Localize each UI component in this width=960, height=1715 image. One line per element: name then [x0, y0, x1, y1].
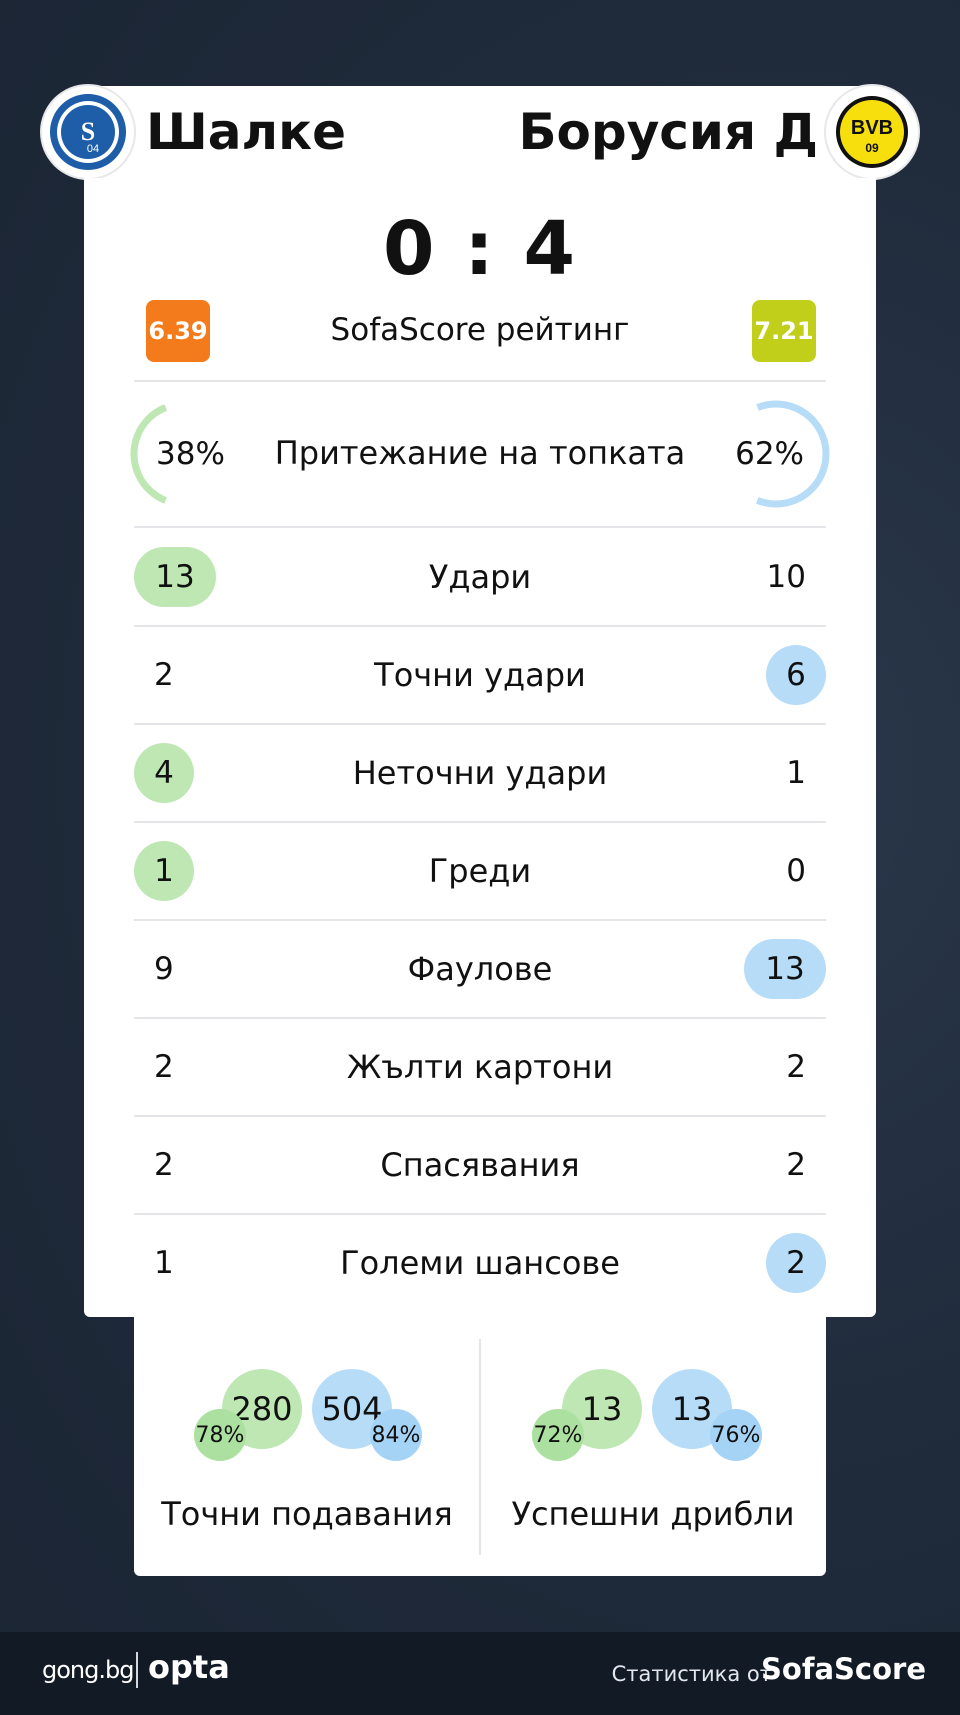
stat-label: Спасявания	[380, 1146, 580, 1184]
stat-row: 2 Точни удари 6	[134, 626, 826, 724]
schalke-logo-icon: S 04	[50, 94, 126, 170]
divider	[134, 919, 826, 921]
divider	[134, 526, 826, 528]
away-passes-value: 504	[312, 1369, 392, 1449]
possession-label: Притежание на топката	[274, 434, 686, 472]
possession-row: 38% Притежание на топката 62%	[130, 398, 830, 528]
stat-home-value: 1	[134, 841, 194, 901]
divider	[134, 1213, 826, 1215]
home-possession-ring	[130, 400, 238, 508]
opta-logo: opta	[148, 1648, 230, 1686]
stat-home-value: 2	[154, 1147, 174, 1183]
team-header-bar	[44, 86, 916, 178]
stats-card: 0 : 4 6.39 SofaScore рейтинг 7.21 38% Пр…	[84, 178, 876, 1317]
stat-row: 2 Жълти картони 2	[134, 1018, 826, 1116]
stat-home-value: 2	[154, 657, 174, 693]
stat-home-value: 1	[154, 1245, 174, 1281]
stat-row: 4 Неточни удари 1	[134, 724, 826, 822]
rating-row: 6.39 SofaScore рейтинг 7.21	[134, 300, 826, 366]
stat-label: Греди	[428, 852, 532, 890]
stat-away-value: 10	[766, 559, 806, 595]
stat-away-value: 13	[744, 939, 826, 999]
svg-text:BVB: BVB	[851, 117, 893, 139]
stat-row: 1 Големи шансове 2	[134, 1214, 826, 1312]
stat-row: 13 Удари 10	[134, 528, 826, 626]
provider-label: Статистика от	[611, 1662, 772, 1686]
away-team-crest: BVB 09	[826, 86, 918, 178]
bvb-logo-icon: BVB 09	[836, 96, 908, 168]
away-team-name: Борусия Д	[518, 103, 818, 161]
away-rating-badge: 7.21	[752, 300, 816, 362]
stat-row: 9 Фаулове 13	[134, 920, 826, 1018]
stat-away-value: 6	[766, 645, 826, 705]
home-possession-value: 38%	[156, 436, 225, 472]
gong-logo: gong.bg	[42, 1656, 134, 1684]
passes-label: Точни подавания	[161, 1495, 453, 1533]
home-team-name: Шалке	[146, 103, 346, 161]
home-rating-badge: 6.39	[146, 300, 210, 362]
footer-separator	[136, 1652, 138, 1688]
stat-label: Точни удари	[374, 656, 586, 694]
home-team-crest: S 04	[42, 86, 134, 178]
passes-dribbles-card: 280 78% 504 84% Точни подавания 13 72% 1…	[134, 1317, 826, 1576]
stat-home-value: 9	[154, 951, 174, 987]
stat-away-value: 2	[786, 1049, 806, 1085]
sofascore-logo: SofaScore	[761, 1652, 926, 1686]
away-possession-ring	[722, 400, 830, 508]
divider	[134, 625, 826, 627]
match-score: 0 : 4	[382, 206, 578, 292]
divider	[134, 1115, 826, 1117]
svg-text:S: S	[81, 117, 95, 146]
stat-home-value: 13	[134, 547, 216, 607]
stat-away-value: 2	[786, 1147, 806, 1183]
stat-label: Неточни удари	[352, 754, 608, 792]
divider	[134, 1017, 826, 1019]
svg-text:09: 09	[865, 141, 879, 155]
stat-label: Големи шансове	[340, 1244, 620, 1282]
stat-home-value: 2	[154, 1049, 174, 1085]
home-passes-percent: 78%	[194, 1409, 246, 1461]
stat-away-value: 2	[766, 1233, 826, 1293]
stat-row: 1 Греди 0	[134, 822, 826, 920]
stat-label: Фаулове	[407, 950, 553, 988]
stat-label: Удари	[428, 558, 532, 596]
stat-away-value: 0	[786, 853, 806, 889]
rating-label: SofaScore рейтинг	[330, 312, 630, 348]
divider	[134, 723, 826, 725]
divider	[134, 821, 826, 823]
stat-row: 2 Спасявания 2	[134, 1116, 826, 1214]
divider	[134, 380, 826, 382]
away-dribbles-percent: 76%	[710, 1409, 762, 1461]
away-possession-value: 62%	[735, 436, 804, 472]
stat-away-value: 1	[786, 755, 806, 791]
svg-text:04: 04	[87, 143, 99, 155]
footer: gong.bg opta Статистика от SofaScore	[0, 1632, 960, 1715]
dribbles-label: Успешни дрибли	[511, 1495, 795, 1533]
away-passes-percent: 84%	[370, 1409, 422, 1461]
stat-home-value: 4	[134, 743, 194, 803]
vertical-divider	[479, 1339, 481, 1555]
stat-label: Жълти картони	[346, 1048, 614, 1086]
home-dribbles-percent: 72%	[532, 1409, 584, 1461]
